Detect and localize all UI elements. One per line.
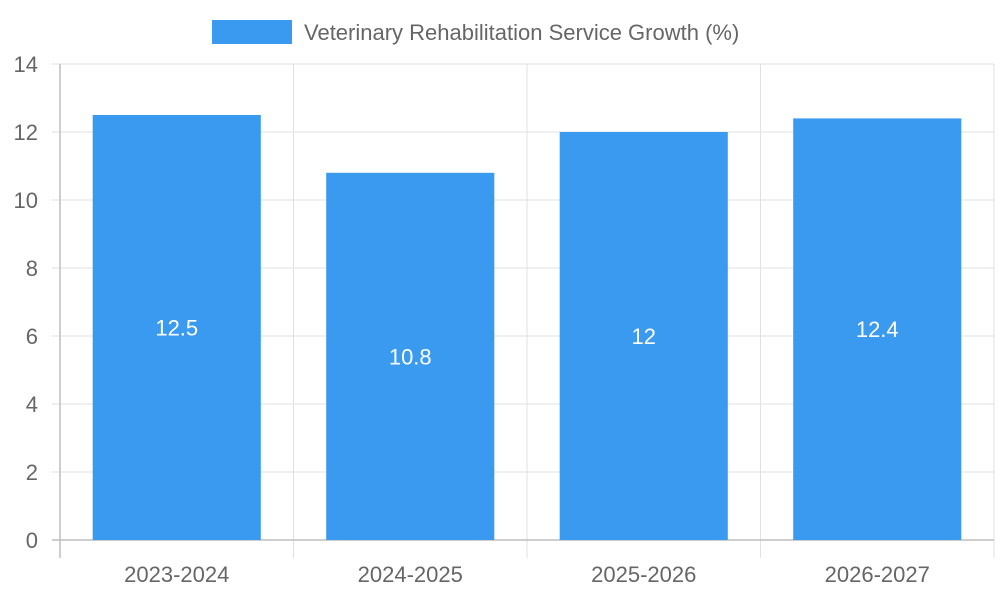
y-axis-tick-labels: 0 2 4 6 8 10 12 14 <box>14 52 38 553</box>
x-tick-label: 2026-2027 <box>825 562 930 587</box>
bar-2023-2024[interactable] <box>92 115 261 540</box>
y-tick-label: 14 <box>14 52 38 77</box>
x-tick-label: 2024-2025 <box>358 562 463 587</box>
data-label: 12.5 <box>155 316 198 341</box>
data-label: 12.4 <box>856 317 899 342</box>
legend[interactable]: Veterinary Rehabilitation Service Growth… <box>212 20 739 45</box>
data-label: 10.8 <box>389 344 432 369</box>
bar-2025-2026[interactable] <box>559 132 728 540</box>
y-tick-label: 10 <box>14 188 38 213</box>
bars <box>92 115 962 541</box>
y-tick-label: 8 <box>26 256 38 281</box>
x-tick-label: 2025-2026 <box>591 562 696 587</box>
y-tick-label: 12 <box>14 120 38 145</box>
y-tick-label: 6 <box>26 324 38 349</box>
data-labels: 12.5 10.8 12 12.4 <box>155 316 898 370</box>
bar-2024-2025[interactable] <box>326 172 495 541</box>
y-tick-label: 0 <box>26 528 38 553</box>
legend-label: Veterinary Rehabilitation Service Growth… <box>304 20 739 45</box>
x-tick-label: 2023-2024 <box>124 562 229 587</box>
x-axis-tick-labels: 2023-2024 2024-2025 2025-2026 2026-2027 <box>124 562 930 587</box>
data-label: 12 <box>632 324 656 349</box>
legend-swatch <box>212 20 292 44</box>
y-tick-label: 4 <box>26 392 38 417</box>
bar-2026-2027[interactable] <box>793 118 962 541</box>
y-tick-label: 2 <box>26 460 38 485</box>
